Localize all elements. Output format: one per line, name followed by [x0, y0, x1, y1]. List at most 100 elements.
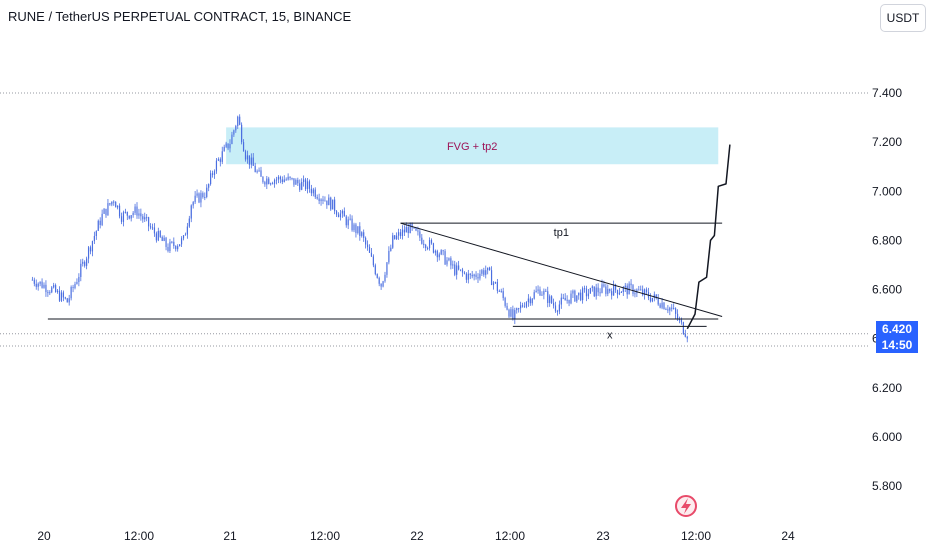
candle-body [200, 193, 202, 203]
candle-body [427, 248, 429, 250]
candle-body [254, 165, 256, 173]
candle-body [171, 241, 173, 243]
candle-body [349, 218, 351, 220]
candle-body [312, 189, 314, 194]
candle-body [308, 181, 311, 189]
candle-body [417, 230, 419, 232]
candle-body [461, 269, 464, 273]
candle-body [279, 176, 281, 180]
candle-body [645, 289, 648, 292]
candle-body [504, 297, 506, 306]
lightning-icon[interactable] [675, 495, 697, 517]
candle-body [314, 189, 316, 198]
candle-body [113, 201, 115, 203]
candle-body [547, 291, 549, 303]
candle-body [215, 160, 218, 172]
candle-body [498, 290, 500, 292]
candle-body [213, 171, 216, 175]
candle-body [136, 206, 138, 216]
trend-line [400, 222, 723, 317]
candle-body [682, 322, 684, 335]
candle-body [580, 292, 582, 301]
candle-body [45, 284, 47, 293]
candle-body [97, 220, 99, 231]
candle-body [140, 213, 142, 217]
candle-body [49, 292, 51, 294]
candle-body [618, 292, 621, 295]
candle-body [291, 178, 293, 180]
candle-body [241, 124, 243, 143]
candle-body [572, 290, 574, 294]
candle-body [103, 208, 105, 214]
candle-body [58, 290, 61, 301]
candle-body [368, 247, 371, 253]
candle-body [82, 261, 84, 264]
currency-selector-button[interactable]: USDT [880, 4, 926, 32]
candle-body [186, 226, 188, 235]
candle-body [675, 308, 677, 314]
candle-body [231, 134, 233, 145]
candle-body [169, 241, 171, 252]
candle-body [128, 215, 130, 219]
x-tick-label: 23 [596, 529, 610, 543]
candle-body [502, 291, 504, 298]
candle-body [390, 247, 392, 251]
candle-body [363, 232, 365, 238]
candle-body [372, 256, 374, 266]
candle-body [529, 298, 531, 304]
candle-body [616, 289, 619, 295]
candle-body [392, 235, 394, 248]
candle-body [630, 283, 632, 286]
candle-body [483, 270, 485, 275]
candle-body [179, 244, 181, 247]
candle-body [74, 283, 76, 289]
y-tick-label: 6.200 [872, 381, 902, 395]
candle-body [223, 146, 225, 152]
candle-body [66, 298, 68, 303]
candle-body [91, 241, 94, 252]
candle-body [525, 302, 528, 307]
candle-body [434, 250, 436, 253]
candle-body [235, 126, 237, 131]
candle-body [208, 184, 210, 188]
candle-body [270, 183, 272, 185]
candle-body [403, 229, 405, 233]
candle-body [345, 216, 347, 226]
candle-body [549, 296, 551, 303]
candle-body [678, 319, 681, 321]
x-tick-label: 12:00 [681, 529, 711, 543]
candle-body [142, 216, 144, 220]
candle-body [118, 205, 121, 217]
candle-body [440, 250, 442, 255]
candle-body [366, 244, 369, 248]
candle-body [359, 226, 361, 236]
candle-body [614, 284, 617, 290]
candle-body [126, 211, 128, 216]
candle-body [219, 159, 221, 162]
candle-body [448, 258, 450, 261]
candle-body [194, 195, 196, 203]
candle-body [508, 309, 510, 317]
x-tick-label: 21 [223, 529, 237, 543]
candle-body [551, 296, 553, 303]
symbol-title: RUNE / TetherUS PERPETUAL CONTRACT, 15, … [8, 9, 352, 24]
candle-body [622, 287, 624, 293]
candle-body [485, 270, 487, 275]
candle-body [326, 200, 328, 206]
candle-body [122, 212, 125, 222]
candle-body [334, 199, 336, 212]
candle-body [595, 287, 597, 297]
candle-body [423, 243, 425, 245]
candle-body [454, 264, 456, 275]
candle-body [378, 277, 380, 284]
y-tick-label: 7.400 [872, 86, 902, 100]
candle-body [89, 247, 92, 252]
candle-body [599, 292, 601, 294]
candle-body [591, 286, 593, 288]
candle-body [87, 247, 90, 259]
candle-body [506, 305, 508, 310]
candle-body [620, 292, 622, 294]
candle-body [165, 237, 167, 247]
